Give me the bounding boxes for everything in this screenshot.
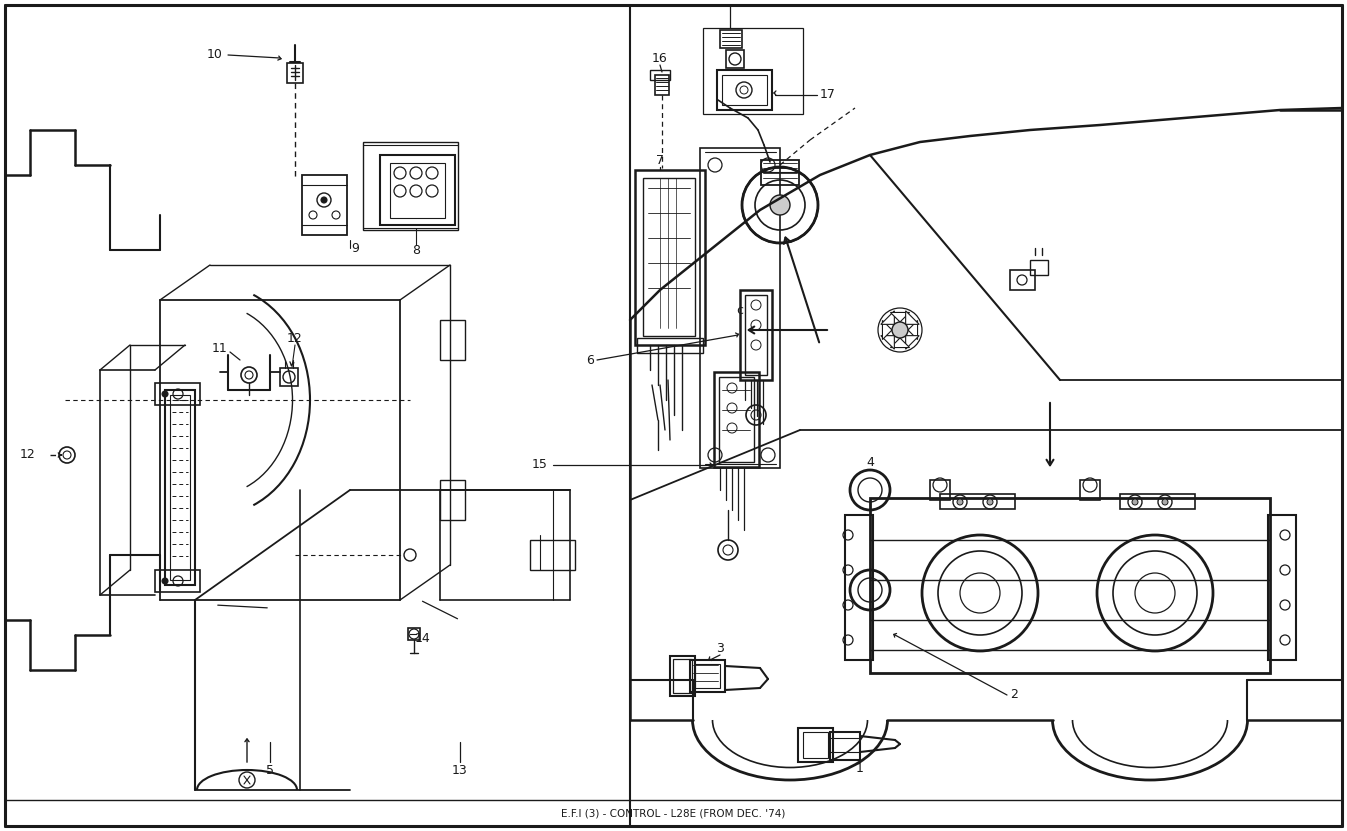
Text: 11: 11	[211, 342, 228, 355]
Bar	[700, 148, 780, 468]
Bar	[440, 320, 465, 360]
Bar	[362, 142, 458, 230]
Bar	[703, 28, 803, 114]
Bar	[287, 63, 303, 83]
Text: 16: 16	[652, 52, 668, 65]
Bar	[155, 383, 199, 405]
Circle shape	[987, 499, 993, 505]
Text: 17: 17	[820, 88, 836, 101]
Bar	[170, 395, 190, 580]
Text: 15: 15	[532, 459, 548, 471]
Bar	[830, 732, 859, 760]
Bar	[302, 175, 348, 235]
Text: 2: 2	[1010, 689, 1018, 701]
Bar	[695, 664, 721, 688]
Polygon shape	[882, 321, 892, 340]
Bar	[669, 656, 695, 696]
Bar	[634, 170, 704, 345]
Text: 5: 5	[265, 764, 273, 776]
Text: 4: 4	[866, 455, 874, 469]
Bar	[440, 480, 465, 520]
Bar	[940, 494, 1016, 509]
Circle shape	[162, 391, 168, 397]
Bar	[714, 372, 758, 467]
Bar	[1030, 260, 1048, 275]
Bar	[745, 295, 766, 375]
Text: 7: 7	[656, 154, 664, 166]
Text: 10: 10	[207, 48, 224, 61]
Bar	[1010, 270, 1034, 290]
Text: 13: 13	[453, 764, 467, 776]
Polygon shape	[881, 336, 894, 349]
Circle shape	[162, 578, 168, 584]
Polygon shape	[881, 311, 894, 324]
Bar	[1119, 494, 1195, 509]
Circle shape	[770, 195, 789, 215]
Circle shape	[956, 499, 963, 505]
Bar	[717, 70, 772, 110]
Bar	[643, 178, 695, 336]
Bar	[740, 290, 772, 380]
Polygon shape	[905, 311, 919, 324]
Text: 12: 12	[287, 332, 303, 345]
Bar	[674, 659, 692, 693]
Bar	[803, 732, 828, 758]
Text: 1: 1	[857, 761, 863, 774]
Bar	[280, 368, 298, 386]
Text: 9: 9	[352, 242, 358, 254]
Bar	[637, 338, 703, 353]
Text: 3: 3	[717, 642, 723, 655]
Polygon shape	[890, 338, 909, 347]
Bar	[408, 628, 420, 640]
Text: 6: 6	[586, 353, 594, 366]
Bar	[1080, 480, 1100, 500]
Polygon shape	[890, 312, 909, 322]
Text: 14: 14	[415, 632, 431, 645]
Circle shape	[1131, 499, 1138, 505]
Bar	[155, 570, 199, 592]
Bar	[726, 50, 744, 68]
Bar	[529, 540, 575, 570]
Bar	[845, 515, 873, 660]
Bar	[391, 163, 445, 218]
Polygon shape	[905, 336, 919, 349]
Polygon shape	[908, 321, 917, 340]
Text: E.F.I (3) - CONTROL - L28E (FROM DEC. '74): E.F.I (3) - CONTROL - L28E (FROM DEC. '7…	[560, 808, 785, 818]
Bar	[929, 480, 950, 500]
Bar	[721, 30, 742, 48]
Bar	[651, 70, 669, 80]
Bar	[655, 75, 669, 95]
Bar	[722, 75, 766, 105]
Circle shape	[892, 322, 908, 338]
Text: 12: 12	[19, 449, 35, 461]
Bar	[797, 728, 832, 762]
Bar	[380, 155, 455, 225]
Text: c: c	[737, 303, 744, 317]
Bar	[690, 660, 725, 692]
Bar	[870, 498, 1270, 673]
Circle shape	[1162, 499, 1168, 505]
Text: 8: 8	[412, 243, 420, 257]
Circle shape	[321, 197, 327, 203]
Bar	[719, 377, 754, 462]
Bar	[164, 390, 195, 585]
Bar	[761, 160, 799, 185]
Bar	[1268, 515, 1296, 660]
